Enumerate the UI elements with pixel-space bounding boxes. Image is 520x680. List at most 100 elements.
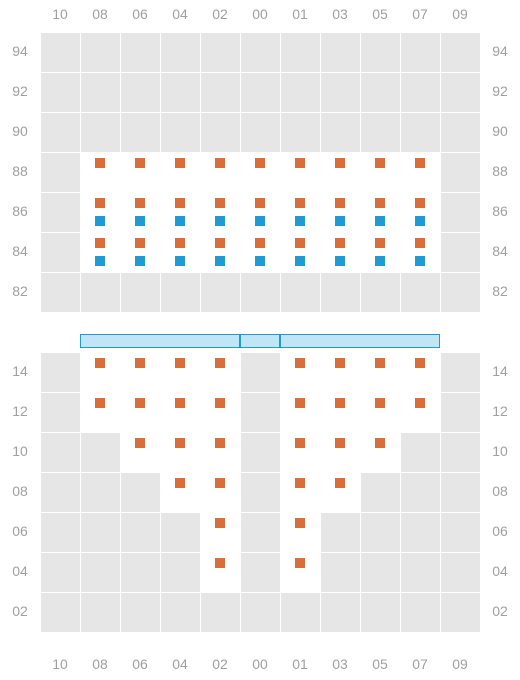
orange-marker [415,358,425,368]
orange-marker [295,158,305,168]
row-label-right: 90 [488,123,512,139]
blue-marker [95,256,105,266]
row-label-right: 82 [488,283,512,299]
orange-marker [135,238,145,248]
row-label-right: 92 [488,83,512,99]
row-label-left: 12 [8,403,32,419]
orange-marker [335,238,345,248]
row-label-left: 90 [8,123,32,139]
orange-marker [95,198,105,208]
row-label-left: 04 [8,563,32,579]
row-label-left: 92 [8,83,32,99]
blue-marker [295,216,305,226]
row-label-right: 08 [488,483,512,499]
blue-marker [135,256,145,266]
divider-bar [280,334,440,348]
orange-marker [135,198,145,208]
row-label-left: 84 [8,243,32,259]
orange-marker [95,398,105,408]
orange-marker [95,358,105,368]
blue-marker [215,216,225,226]
col-label-bottom: 06 [128,656,152,672]
orange-marker [215,198,225,208]
orange-marker [295,398,305,408]
col-label-top: 08 [88,6,112,22]
col-label-top: 07 [408,6,432,22]
row-label-right: 14 [488,363,512,379]
orange-marker [335,438,345,448]
orange-marker [135,358,145,368]
orange-marker [295,558,305,568]
row-label-left: 14 [8,363,32,379]
col-label-top: 00 [248,6,272,22]
blue-marker [135,216,145,226]
blue-marker [215,256,225,266]
row-label-right: 88 [488,163,512,179]
col-label-bottom: 00 [248,656,272,672]
orange-marker [175,358,185,368]
row-label-right: 86 [488,203,512,219]
col-label-top: 05 [368,6,392,22]
orange-marker [335,198,345,208]
row-label-left: 02 [8,603,32,619]
col-label-top: 04 [168,6,192,22]
blue-marker [255,256,265,266]
col-label-bottom: 05 [368,656,392,672]
orange-marker [295,518,305,528]
col-label-top: 09 [448,6,472,22]
blue-marker [175,256,185,266]
orange-marker [175,238,185,248]
orange-marker [135,398,145,408]
orange-marker [375,158,385,168]
row-label-left: 86 [8,203,32,219]
col-label-bottom: 10 [48,656,72,672]
orange-marker [215,238,225,248]
row-label-left: 08 [8,483,32,499]
orange-marker [215,398,225,408]
orange-marker [215,438,225,448]
orange-marker [295,198,305,208]
orange-marker [415,158,425,168]
orange-marker [335,158,345,168]
row-label-left: 82 [8,283,32,299]
col-label-bottom: 01 [288,656,312,672]
orange-marker [175,198,185,208]
col-label-top: 01 [288,6,312,22]
orange-marker [255,158,265,168]
orange-marker [215,518,225,528]
orange-marker [295,438,305,448]
col-label-bottom: 02 [208,656,232,672]
row-label-right: 02 [488,603,512,619]
orange-marker [135,438,145,448]
orange-marker [215,158,225,168]
col-label-bottom: 08 [88,656,112,672]
orange-marker [255,198,265,208]
orange-marker [175,438,185,448]
seating-diagram: 1010080806060404020200000101030305050707… [0,0,520,680]
blue-marker [415,256,425,266]
blue-marker [295,256,305,266]
blue-marker [375,256,385,266]
orange-marker [375,398,385,408]
blue-marker [255,216,265,226]
orange-marker [335,358,345,368]
col-label-bottom: 07 [408,656,432,672]
orange-marker [415,398,425,408]
row-label-left: 94 [8,43,32,59]
row-label-right: 06 [488,523,512,539]
orange-marker [335,398,345,408]
blue-marker [375,216,385,226]
orange-marker [175,478,185,488]
row-label-right: 04 [488,563,512,579]
orange-marker [375,238,385,248]
blue-marker [175,216,185,226]
col-label-top: 10 [48,6,72,22]
orange-marker [335,478,345,488]
row-label-left: 06 [8,523,32,539]
col-label-bottom: 04 [168,656,192,672]
col-label-bottom: 09 [448,656,472,672]
col-label-top: 02 [208,6,232,22]
orange-marker [295,238,305,248]
orange-marker [175,398,185,408]
orange-marker [255,238,265,248]
